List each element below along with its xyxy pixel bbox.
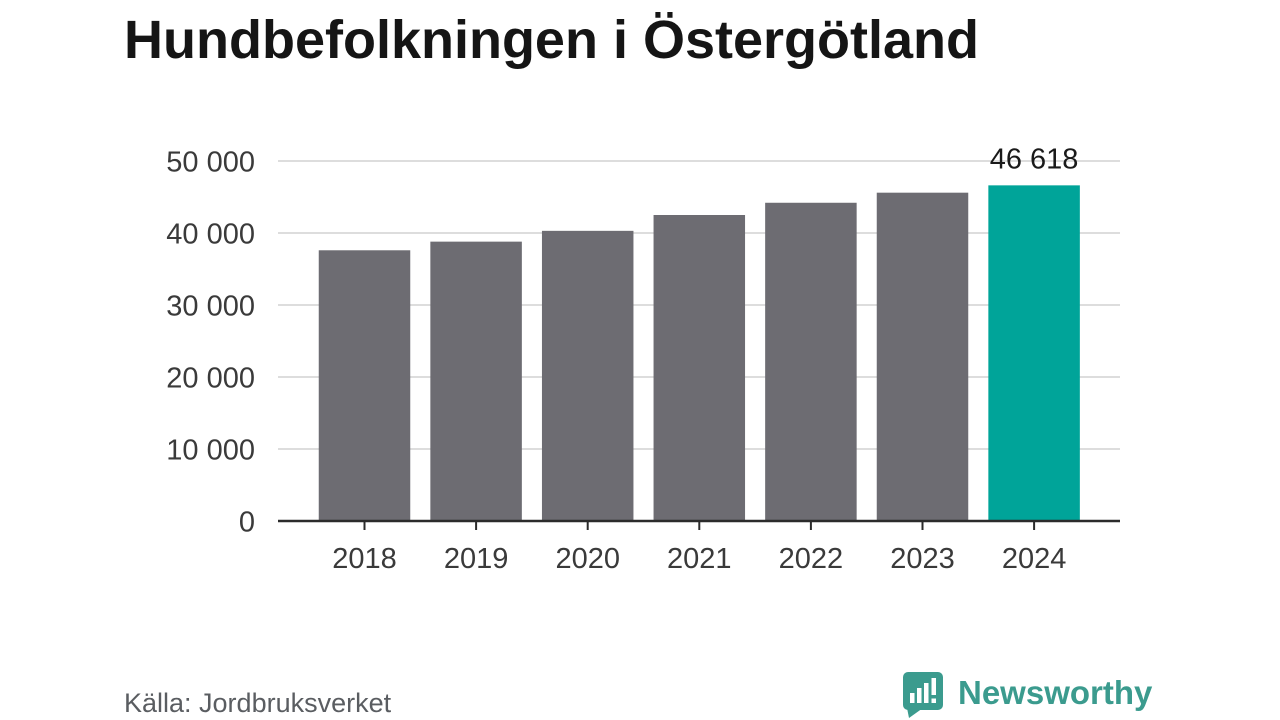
y-axis-labels: 0 10 000 20 000 30 000 40 000 50 000 — [166, 147, 255, 539]
y-tick-label: 50 000 — [166, 147, 255, 179]
newsworthy-logo-icon — [903, 672, 943, 718]
bar-2023 — [876, 192, 969, 521]
brand-logo: Newsworthy — [902, 671, 1162, 719]
bar-2018 — [318, 250, 411, 521]
data-labels: 46 618 — [990, 143, 1079, 175]
x-tick-label: 2018 — [332, 543, 397, 575]
bars — [318, 185, 1080, 521]
bar-2019 — [430, 241, 522, 521]
bar-2021 — [653, 215, 746, 521]
chart-title: Hundbefolkningen i Östergötland — [124, 10, 979, 70]
y-tick-label: 0 — [239, 507, 255, 539]
source-note: Källa: Jordbruksverket — [124, 688, 392, 718]
y-tick-label: 30 000 — [166, 291, 255, 323]
x-tick-label: 2022 — [779, 543, 844, 575]
y-tick-label: 10 000 — [166, 435, 255, 467]
bar-2024 — [988, 185, 1080, 521]
y-tick-label: 40 000 — [166, 219, 255, 251]
bar-2022 — [765, 202, 857, 521]
data-label: 46 618 — [990, 143, 1079, 175]
bar-2020 — [541, 230, 634, 521]
x-axis: 2018 2019 2020 2021 2022 2023 2024 — [278, 519, 1120, 575]
x-tick-label: 2020 — [555, 543, 620, 575]
x-tick-label: 2019 — [444, 543, 509, 575]
brand-name: Newsworthy — [958, 674, 1153, 711]
x-tick-label: 2023 — [890, 543, 955, 575]
x-tick-label: 2024 — [1002, 543, 1067, 575]
x-tick-label: 2021 — [667, 543, 732, 575]
y-tick-label: 20 000 — [166, 363, 255, 395]
